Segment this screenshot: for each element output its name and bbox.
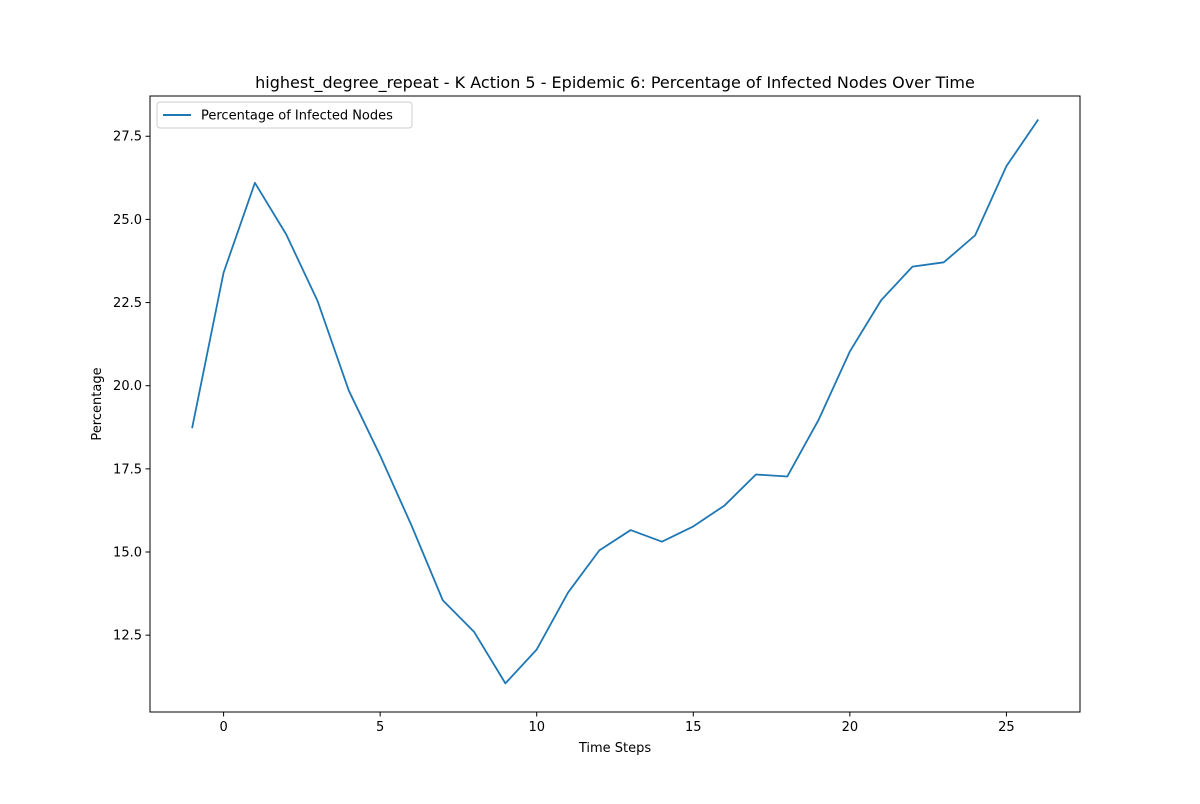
x-tick-label: 20 [842, 720, 859, 735]
x-tick-label: 0 [219, 720, 227, 735]
y-tick-label: 12.5 [113, 629, 142, 644]
x-axis: 0 5 10 15 20 25 [219, 712, 1014, 735]
y-tick-label: 25.0 [113, 213, 142, 228]
legend: Percentage of Infected Nodes [157, 102, 412, 128]
y-tick-label: 27.5 [113, 130, 142, 145]
x-tick-label: 25 [998, 720, 1015, 735]
y-tick-label: 17.5 [113, 462, 142, 477]
x-tick-label: 5 [376, 720, 384, 735]
y-axis: 12.5 15.0 17.5 20.0 22.5 25.0 27.5 [113, 130, 150, 644]
y-tick-label: 20.0 [113, 379, 142, 394]
x-axis-label: Time Steps [578, 741, 652, 756]
x-tick-label: 10 [528, 720, 545, 735]
legend-label: Percentage of Infected Nodes [201, 109, 393, 124]
chart-title: highest_degree_repeat - K Action 5 - Epi… [255, 73, 975, 93]
plot-frame [150, 96, 1080, 712]
y-tick-label: 15.0 [113, 546, 142, 561]
plot-content [192, 120, 1037, 683]
y-axis-label: Percentage [90, 367, 105, 440]
series-line [192, 120, 1037, 683]
y-tick-label: 22.5 [113, 296, 142, 311]
x-tick-label: 15 [685, 720, 702, 735]
